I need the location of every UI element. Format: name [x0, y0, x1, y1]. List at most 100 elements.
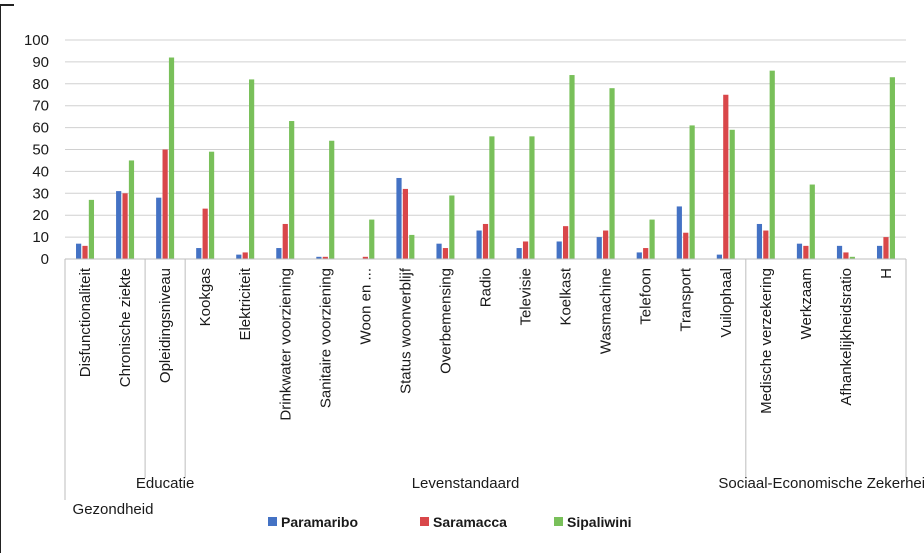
y-tick-label: 0 [41, 251, 49, 268]
category-label: Vuilophaal [718, 268, 735, 338]
bar [676, 206, 682, 259]
bar [889, 77, 895, 259]
bar [729, 129, 735, 259]
y-tick-label: 70 [32, 98, 49, 115]
legend-swatch [420, 517, 429, 526]
bar [88, 199, 95, 259]
category-label: Medische verzekering [758, 268, 775, 414]
category-label: Opleidingsniveau [157, 268, 174, 383]
category-label: Status woonverblijf [397, 267, 414, 394]
bar [276, 248, 282, 259]
bar [208, 151, 215, 259]
y-axis: 0 10 20 30 40 50 60 70 80 90 100 [24, 32, 49, 268]
y-tick-label: 90 [32, 54, 49, 71]
bar [122, 193, 128, 259]
legend-label: Saramacca [433, 514, 507, 530]
bar [329, 140, 335, 259]
bar [609, 88, 615, 260]
legend-label: Paramaribo [281, 514, 358, 530]
bar [162, 149, 168, 259]
bar [683, 232, 689, 259]
bar [522, 241, 529, 259]
bar [449, 195, 455, 259]
y-tick-label: 10 [32, 229, 49, 246]
legend-swatch [268, 517, 277, 526]
category-label: Televisie [518, 268, 535, 326]
bar [603, 230, 609, 259]
category-label: Radio [478, 268, 495, 307]
group-label: Levenstandaard [412, 475, 520, 492]
bar [569, 75, 575, 259]
bar [282, 223, 288, 259]
bar [168, 57, 175, 259]
category-label: Telefoon [638, 268, 655, 325]
bar [516, 248, 522, 259]
y-tick-label: 30 [32, 185, 49, 202]
group-label: Sociaal-Economische Zekerheid [718, 475, 924, 492]
bar [249, 79, 255, 259]
bar [716, 254, 722, 259]
bar [436, 243, 442, 259]
bar [409, 234, 415, 259]
category-label: Wasmachine [598, 268, 615, 354]
bar [809, 184, 815, 259]
bar [196, 248, 202, 259]
y-tick-label: 50 [32, 142, 49, 159]
category-label: Werkzaam [798, 268, 815, 339]
bar [556, 241, 562, 259]
category-label: Drinkwater voorziening [277, 268, 294, 421]
category-label: Overbemensing [438, 268, 455, 374]
bar [636, 252, 642, 259]
y-tick-label: 40 [32, 163, 49, 180]
legend-swatch [554, 517, 563, 526]
category-label: Disfunctionaliteit [77, 267, 94, 377]
bar [529, 136, 535, 259]
category-label: Woon en ... [357, 268, 374, 344]
bar [769, 70, 775, 259]
bar [76, 243, 82, 259]
bar [289, 121, 295, 259]
bar [843, 252, 849, 259]
bar [128, 160, 135, 259]
bar [476, 230, 482, 259]
category-label: Chronische ziekte [117, 268, 134, 387]
bar [876, 245, 883, 259]
bar [396, 177, 402, 259]
category-label: Transport [678, 267, 695, 331]
bar [803, 245, 809, 259]
x-axis: Disfunctionaliteit Chronische ziekte Oplei… [64, 258, 924, 518]
bar [883, 237, 889, 259]
category-label: H [878, 268, 895, 279]
bar [756, 223, 763, 259]
bar [649, 219, 655, 259]
bar [763, 230, 769, 259]
bar [563, 226, 569, 259]
bar [836, 245, 843, 259]
group-label: Gezondheid [73, 501, 154, 518]
y-tick-label: 20 [32, 207, 49, 224]
bar [402, 188, 408, 259]
bar [849, 256, 855, 259]
y-tick-label: 100 [24, 32, 49, 49]
category-label: Koelkast [558, 267, 575, 325]
y-tick-label: 80 [32, 76, 49, 93]
legend-label: Sipaliwini [567, 514, 632, 530]
bar [482, 223, 489, 259]
category-label: Sanitaire voorziening [317, 268, 334, 408]
bar [242, 252, 248, 259]
bar [116, 191, 122, 259]
legend: Paramaribo Saramacca Sipaliwini [268, 514, 632, 530]
bar [369, 219, 375, 259]
bar [316, 256, 322, 259]
frame-border [0, 4, 14, 553]
bar [723, 94, 729, 259]
group-label: Educatie [136, 475, 194, 492]
bars [76, 57, 895, 260]
category-label: Elektriciteit [237, 267, 254, 340]
bar [322, 256, 328, 259]
category-label: Afhankelijkheidsratio [838, 268, 855, 406]
bar [362, 256, 368, 259]
bar [689, 125, 695, 259]
bar [442, 248, 449, 259]
